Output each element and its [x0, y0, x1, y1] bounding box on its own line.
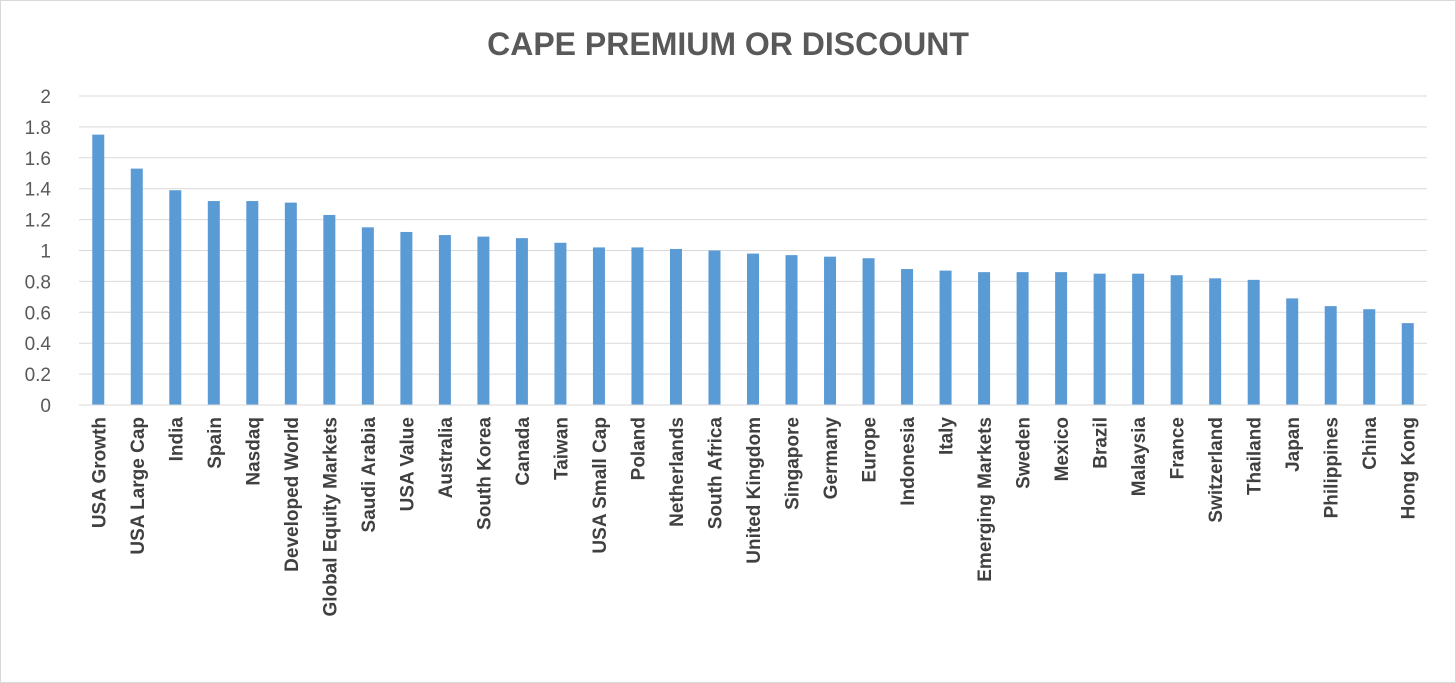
x-tick-label: Sweden [1014, 417, 1035, 489]
x-tick-label: China [1360, 417, 1381, 470]
x-tick-label: Spain [205, 417, 226, 469]
y-tick-label: 2 [40, 87, 51, 108]
bar [708, 250, 721, 405]
bar [361, 227, 374, 405]
x-tick-label: USA Small Cap [590, 417, 611, 554]
x-tick-label: France [1168, 417, 1189, 479]
x-tick-label: Europe [860, 417, 881, 482]
x-tick-label: Germany [821, 417, 842, 500]
y-tick-label: 0.6 [25, 303, 51, 324]
bar [323, 214, 336, 405]
y-tick-label: 1.8 [25, 118, 51, 139]
y-tick-label: 0.8 [25, 272, 51, 293]
y-tick-label: 1.4 [25, 180, 52, 201]
x-tick-label: Hong Kong [1399, 417, 1420, 519]
gridlines [79, 95, 1427, 375]
bar [631, 247, 644, 405]
bar [515, 238, 528, 405]
x-tick-label: Emerging Markets [975, 417, 996, 582]
bar [1093, 273, 1106, 405]
bar [1055, 272, 1068, 405]
x-tick-label: South Africa [705, 417, 726, 530]
x-tick-label: Mexico [1052, 417, 1073, 481]
bar [169, 190, 182, 405]
x-tick-label: Netherlands [667, 417, 688, 527]
bar [1170, 275, 1183, 405]
y-tick-label: 0.4 [25, 334, 52, 355]
y-axis-tick-labels: 0 0.2 0.4 0.6 0.8 1 1.2 1.4 1.6 1.8 2 [25, 87, 52, 417]
bar [824, 256, 837, 405]
bar [1401, 323, 1414, 405]
chart-title: CAPE PREMIUM OR DISCOUNT [487, 26, 969, 62]
bar [207, 201, 220, 405]
bar [284, 202, 297, 405]
x-tick-label: United Kingdom [744, 417, 765, 564]
bar [477, 236, 490, 405]
x-tick-label: Malaysia [1129, 417, 1150, 497]
x-tick-label: USA Value [397, 417, 418, 511]
bar [130, 168, 143, 405]
y-tick-label: 1.6 [25, 149, 51, 170]
x-tick-label: Italy [937, 417, 958, 455]
x-tick-label: Global Equity Markets [320, 417, 341, 617]
x-tick-label: Nasdaq [243, 417, 264, 486]
x-tick-label: Taiwan [551, 417, 572, 480]
bar [1132, 273, 1145, 405]
y-tick-label: 1 [40, 242, 51, 263]
x-tick-label: Japan [1283, 417, 1304, 472]
x-tick-label: Singapore [783, 417, 804, 510]
bar [978, 272, 991, 405]
bar [669, 248, 682, 405]
bar [1363, 309, 1376, 405]
x-tick-label: Thailand [1245, 417, 1266, 495]
bar [1324, 306, 1337, 405]
x-tick-label: USA Growth [89, 417, 110, 528]
bar [438, 235, 451, 405]
bar [901, 269, 914, 405]
x-axis-tick-labels: USA Growth USA Large Cap India Spain Nasdaq D… [89, 417, 1419, 617]
bar [785, 255, 798, 405]
bar [246, 201, 259, 405]
bar [1247, 279, 1260, 405]
bars [92, 134, 1414, 405]
bar [747, 253, 759, 405]
bar [92, 134, 105, 405]
x-tick-label: Indonesia [898, 417, 919, 506]
y-tick-label: 0.2 [25, 365, 51, 386]
x-tick-label: Switzerland [1206, 417, 1227, 523]
x-tick-label: Australia [436, 417, 457, 499]
x-tick-label: India [166, 417, 187, 462]
x-tick-label: Canada [513, 417, 534, 486]
bar [1286, 298, 1299, 405]
x-tick-label: Developed World [282, 417, 303, 572]
bar [592, 247, 605, 405]
bar [400, 231, 413, 405]
y-tick-label: 0 [40, 396, 51, 417]
bar [1016, 272, 1029, 405]
x-tick-label: Brazil [1091, 417, 1112, 469]
y-tick-label: 1.2 [25, 211, 51, 232]
bar [939, 270, 952, 405]
x-tick-label: Philippines [1322, 417, 1343, 518]
bar [554, 242, 567, 405]
x-tick-label: Saudi Arabia [359, 417, 380, 533]
x-tick-label: Poland [628, 417, 649, 480]
bar [1209, 278, 1222, 405]
x-tick-label: South Korea [474, 417, 495, 530]
bar [862, 258, 875, 405]
x-tick-label: USA Large Cap [128, 417, 149, 555]
